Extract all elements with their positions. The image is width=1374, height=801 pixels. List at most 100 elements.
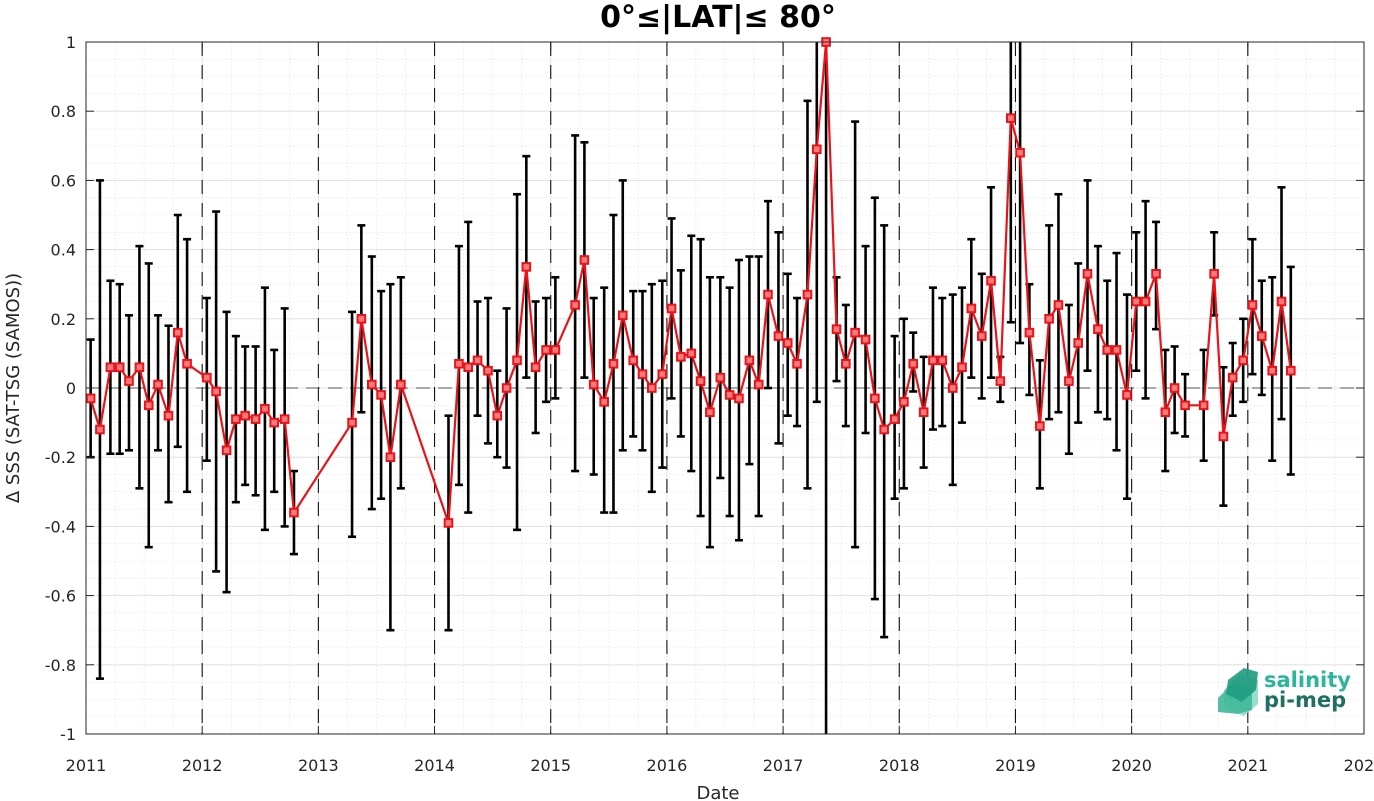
y-tick-label: -0.6: [45, 587, 76, 606]
data-point: [588, 379, 599, 390]
data-point: [1006, 113, 1016, 123]
data-point: [579, 255, 590, 265]
data-point: [163, 410, 174, 421]
data-point: [95, 424, 105, 435]
data-point: [105, 362, 116, 373]
data-point: [1198, 400, 1209, 411]
y-tick-label: -0.4: [45, 517, 76, 536]
y-tick-label: 0: [66, 379, 76, 398]
data-point: [976, 331, 987, 341]
x-tick-label: 2022: [1344, 756, 1374, 775]
x-tick-label: 2018: [879, 756, 920, 775]
x-tick-label: 2021: [1227, 756, 1268, 775]
data-point: [356, 314, 367, 324]
data-point: [1044, 314, 1054, 324]
data-point: [1209, 269, 1219, 279]
data-point: [385, 452, 396, 462]
x-tick-label: 2014: [414, 756, 455, 775]
data-point: [1131, 296, 1142, 307]
x-axis-ticks: 2011 2012 2013 2014 2015 2016 2017 2018 2019 2020…: [66, 42, 1374, 775]
data-point: [221, 445, 232, 456]
data-point: [608, 358, 619, 369]
data-point: [172, 327, 183, 338]
data-point: [85, 393, 96, 404]
data-point: [782, 338, 793, 348]
data-point: [1169, 383, 1180, 393]
data-point: [231, 414, 241, 424]
logo-text-pi-mep: pi-mep: [1264, 688, 1346, 712]
data-point: [617, 310, 628, 321]
data-point: [512, 355, 522, 366]
data-point: [957, 362, 967, 373]
data-point: [182, 358, 192, 369]
data-point: [899, 397, 909, 407]
data-point: [134, 362, 145, 373]
data-point: [792, 358, 802, 369]
data-point: [367, 379, 377, 390]
data-point: [879, 424, 889, 435]
data-point: [1073, 338, 1083, 348]
x-tick-label: 2015: [530, 756, 571, 775]
data-point: [1227, 372, 1238, 383]
x-tick-label: 2017: [763, 756, 804, 775]
data-point: [1160, 407, 1171, 418]
data-point: [724, 390, 735, 400]
data-point: [1276, 296, 1287, 307]
data-point: [870, 393, 880, 404]
data-point: [541, 345, 551, 355]
y-axis-label: Δ SSS (SAT-TSG (SAMOS)): [3, 273, 24, 503]
data-point: [628, 355, 639, 366]
data-point: [1024, 327, 1035, 338]
data-point: [521, 262, 532, 272]
data-point: [1015, 147, 1025, 158]
data-point: [1218, 431, 1229, 442]
data-point: [695, 376, 706, 386]
data-point: [376, 390, 386, 400]
data-point: [657, 369, 668, 379]
data-point: [811, 144, 822, 155]
data-point: [986, 275, 996, 286]
data-point: [715, 372, 726, 383]
data-point: [1111, 345, 1122, 355]
data-point: [666, 303, 677, 314]
logo-text-salinity: salinity: [1264, 668, 1351, 692]
x-axis-label: Date: [696, 783, 739, 801]
data-point: [269, 417, 280, 428]
data-point: [734, 393, 744, 404]
data-point: [240, 410, 250, 421]
y-tick-label: 0.6: [51, 171, 76, 190]
data-point: [1238, 355, 1248, 366]
data-point: [396, 379, 406, 390]
data-point: [802, 289, 813, 300]
data-point: [501, 383, 512, 393]
chart-title: 0°≤|LAT|≤ 80°: [600, 0, 836, 35]
data-point: [211, 386, 221, 397]
y-axis-ticks: -1 -0.8 -0.6 -0.4 -0.2 0 0.2 0.4 0.6 0.8 1: [45, 33, 1364, 744]
data-point: [202, 372, 212, 383]
data-point: [260, 403, 270, 414]
data-point: [928, 355, 938, 366]
data-point: [599, 397, 609, 407]
data-point: [1151, 269, 1161, 279]
data-point: [550, 345, 561, 355]
data-point: [841, 358, 851, 369]
data-point: [454, 358, 464, 369]
data-point: [918, 407, 929, 418]
data-point: [143, 400, 154, 411]
data-point: [705, 407, 715, 418]
data-point: [773, 331, 784, 341]
data-point: [153, 379, 163, 390]
year-lines: [201, 42, 1249, 734]
data-point: [1122, 390, 1132, 400]
data-point: [1053, 300, 1064, 310]
data-point: [570, 300, 580, 310]
data-point: [492, 410, 503, 421]
data-point: [763, 289, 773, 300]
data-point: [1102, 345, 1113, 355]
y-tick-label: -0.2: [45, 448, 76, 467]
data-point: [114, 362, 125, 373]
data-point: [483, 365, 493, 376]
x-tick-label: 2019: [995, 756, 1036, 775]
y-tick-label: 0.4: [51, 241, 76, 260]
